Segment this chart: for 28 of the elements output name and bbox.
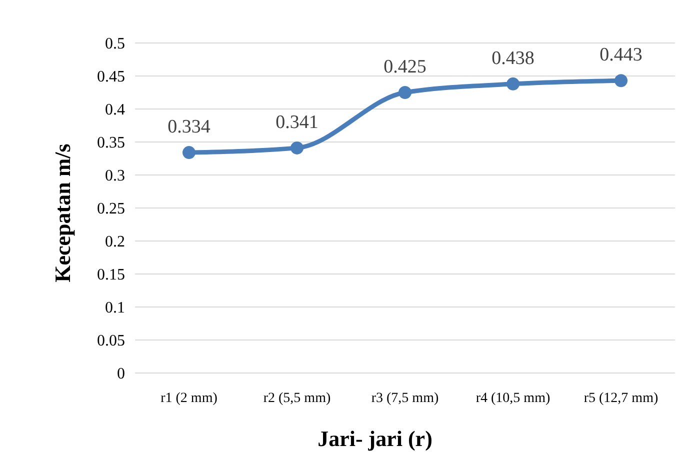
y-tick-label: 0.2 [105,234,125,251]
x-tick-label: r2 (5,5 mm) [263,391,331,406]
point [182,146,196,160]
y-tick-label: 0.3 [105,168,125,185]
point [398,86,412,99]
data-label: 0.341 [276,112,318,133]
data-label: 0.443 [600,44,642,66]
x-tick-label: r3 (7,5 mm) [371,391,439,406]
y-tick-label: 0 [117,366,125,383]
x-axis-title: Jari- jari (r) [318,426,432,451]
point [290,141,304,154]
x-tick-label: r4 (10,5 mm) [476,391,550,406]
y-axis-title: Kecepatan m/s [50,143,75,282]
data-label: 0.334 [168,116,211,138]
x-tick-label: r1 (2 mm) [160,391,218,406]
data-label: 0.438 [492,48,534,69]
y-tick-label: 0.4 [105,102,125,119]
y-tick-label: 0.15 [97,266,125,284]
point [614,74,628,88]
y-tick-label: 0.25 [97,200,125,218]
y-tick-label: 0.5 [105,36,125,53]
y-tick-label: 0.1 [105,300,125,317]
x-tick-label: r5 (12,7 mm) [584,391,658,406]
point [506,77,520,90]
data-label: 0.425 [384,56,426,78]
y-tick-label: 0.05 [97,332,125,350]
y-tick-label: 0.35 [97,134,125,152]
y-tick-label: 0.45 [97,68,125,86]
